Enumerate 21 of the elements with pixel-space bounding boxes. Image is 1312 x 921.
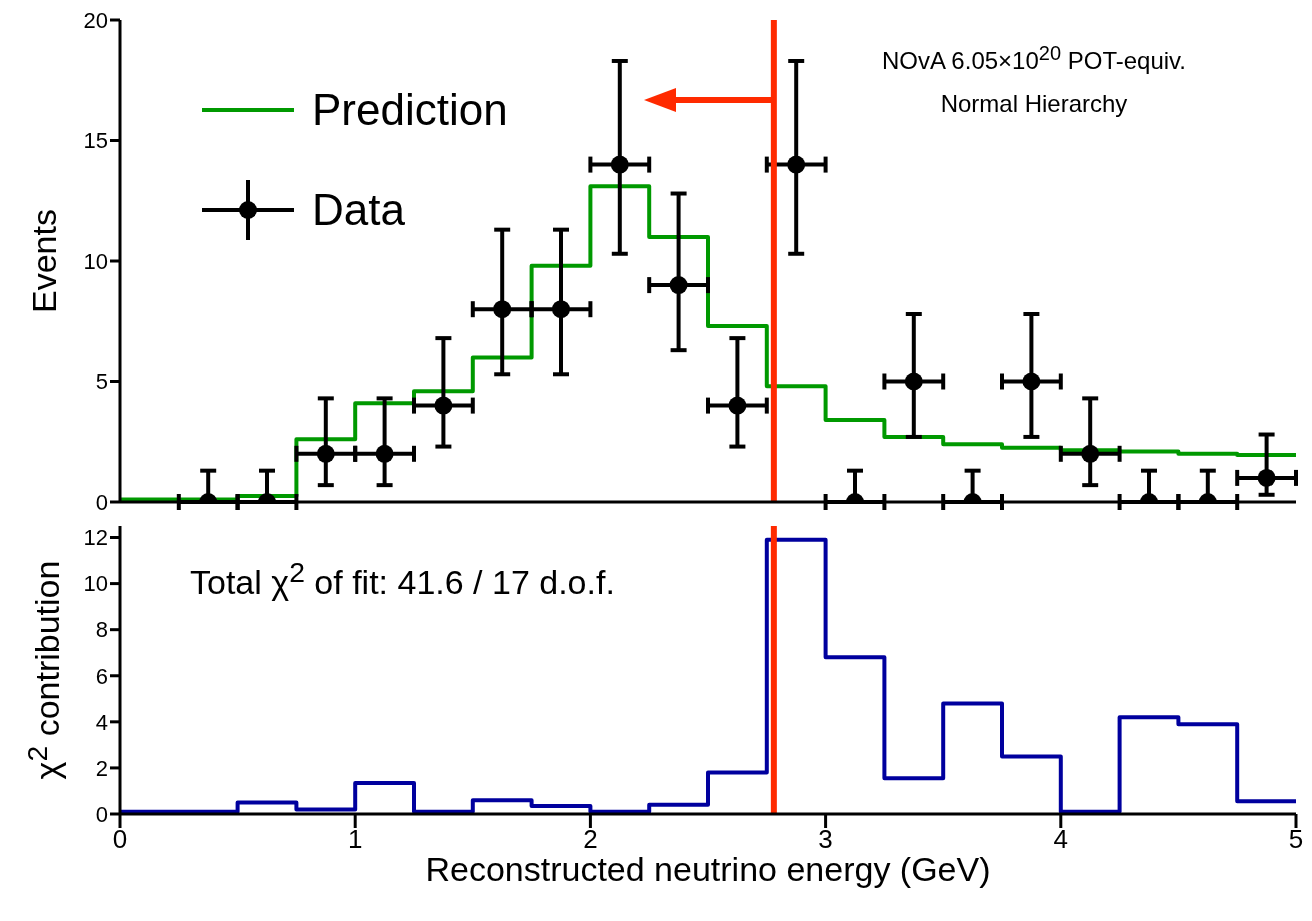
y-tick-label: 12 bbox=[83, 525, 108, 551]
y-tick-label: 0 bbox=[95, 801, 108, 827]
y-tick-label: 0 bbox=[95, 489, 108, 515]
y-tick-label: 2 bbox=[95, 755, 108, 781]
x-tick-label: 4 bbox=[1053, 824, 1069, 855]
y-tick-label: 15 bbox=[83, 128, 108, 154]
legend-label: Prediction bbox=[312, 85, 508, 135]
annotation: Total χ$^{2}$ of fit: 41.6 / 17 d.o.f. bbox=[190, 556, 615, 603]
y-tick-label: 20 bbox=[83, 7, 108, 33]
y-axis-title: Events bbox=[24, 209, 64, 313]
x-tick-label: 5 bbox=[1288, 824, 1304, 855]
y-tick-label: 10 bbox=[83, 571, 108, 597]
y-tick-label: 6 bbox=[95, 663, 108, 689]
y-tick-label: 8 bbox=[95, 617, 108, 643]
y-tick-label: 4 bbox=[95, 709, 108, 735]
x-tick-label: 1 bbox=[347, 824, 363, 855]
y-tick-label: 10 bbox=[83, 248, 108, 274]
annotation: Normal Hierarchy bbox=[939, 90, 1129, 118]
legend-label: Data bbox=[312, 185, 405, 235]
annotation: NOvA 6.05×10$^{20}$ POT-equiv. bbox=[881, 42, 1187, 75]
y-tick-label: 5 bbox=[95, 369, 108, 395]
